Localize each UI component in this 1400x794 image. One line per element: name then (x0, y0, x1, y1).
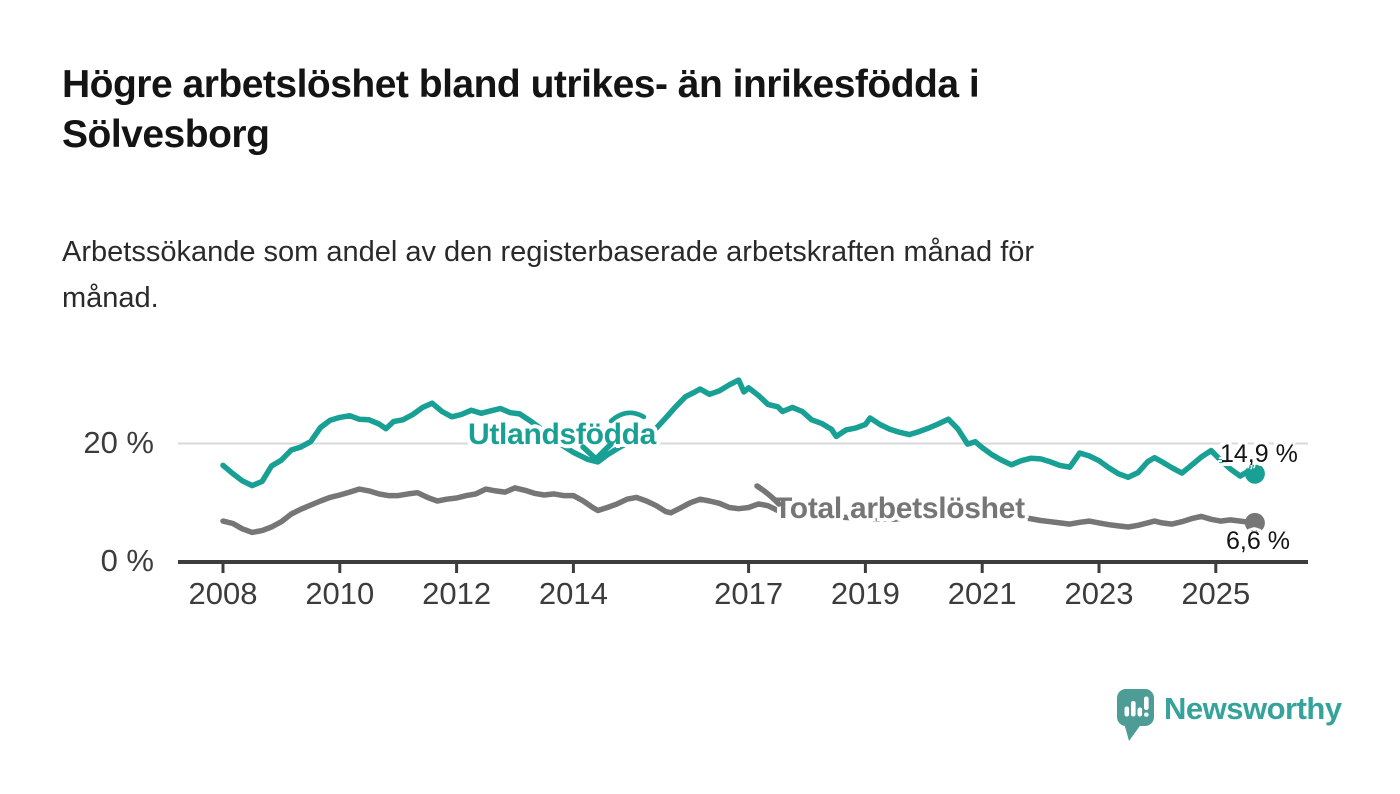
x-tick-label-2021: 2021 (947, 576, 1017, 611)
chart-subtitle: Arbetssökande som andel av den registerb… (62, 236, 1035, 314)
logo-bar-icon (1131, 701, 1136, 717)
x-tick-label-2019: 2019 (830, 576, 900, 611)
x-tick-label-2014: 2014 (538, 576, 608, 611)
logo-exclamation-icon (1144, 712, 1149, 717)
x-tick-label-2012: 2012 (422, 576, 492, 611)
latest-value-utlandsfodda: 14,9 % (1220, 440, 1298, 468)
x-tick-label-2017: 2017 (714, 576, 784, 611)
logo-bar-icon (1124, 706, 1130, 717)
x-tick-label-2025: 2025 (1181, 576, 1251, 611)
logo-exclamation-icon (1144, 696, 1149, 710)
latest-value-total: 6,6 % (1226, 527, 1290, 555)
x-tick-label-2008: 2008 (188, 576, 258, 611)
x-tick-label-2023: 2023 (1064, 576, 1134, 611)
x-tick-label-2010: 2010 (305, 576, 375, 611)
newsworthy-logo-icon (1117, 689, 1154, 741)
y-tick-label: 0 % (100, 543, 154, 578)
page-title: Högre arbetslöshet bland utrikes- än inr… (62, 63, 980, 156)
y-tick-label: 20 % (83, 424, 154, 460)
logo-bar-icon (1137, 707, 1143, 717)
newsworthy-logo[interactable]: Newsworthy (1117, 688, 1347, 744)
newsworthy-logo-text: Newsworthy (1164, 691, 1342, 726)
